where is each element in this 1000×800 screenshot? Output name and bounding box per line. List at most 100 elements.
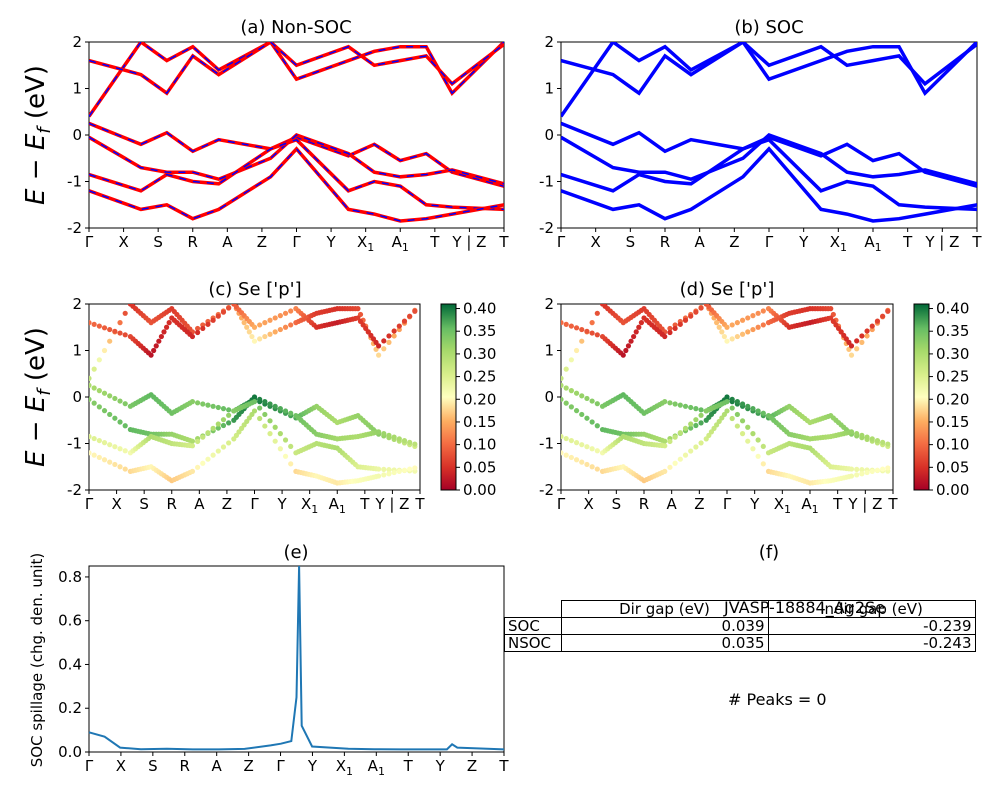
projection-point [210,403,216,409]
projection-point [880,439,886,445]
projection-point [716,324,722,330]
projection-point [584,461,590,468]
projection-point [158,333,165,340]
projection-point [662,438,668,444]
projection-point [277,313,283,319]
projection-point [267,331,273,337]
band-line-blue [89,122,504,187]
projection-point [226,412,232,418]
x-tick-label: Γ [85,757,94,775]
nsoc-dir-gap: 0.035 [560,634,769,652]
projection-point [594,466,600,472]
svg-text:E − Ef (eV): E − Ef (eV) [21,65,55,205]
projection-point [391,434,397,440]
projection-point [745,424,751,430]
projection-point [189,468,196,474]
projection-point [381,472,387,478]
projection-point [724,394,730,400]
projection-point [745,438,751,444]
projection-point [396,468,402,474]
x-tick-label: Y | Z [451,233,486,251]
col-dir-gap: Dir gap (eV) [560,600,769,618]
projection-point [568,357,574,363]
projection-point [117,330,123,336]
projection-point [288,443,294,450]
x-tick-label: Y | Z [847,495,882,513]
projection-point [272,315,278,321]
projection-point [677,321,683,327]
projection-point [885,465,891,471]
projection-point [579,338,585,344]
colorbar-tick-label: 0.05 [936,458,969,476]
projection-point [272,424,278,430]
projection-point [267,418,273,424]
projection-point [745,403,751,409]
projection-point [249,333,255,340]
colorbar-tick-label: 0.35 [463,322,496,340]
projection-point [288,461,294,467]
projection-point [386,467,392,473]
colorbar-tick-label: 0.00 [936,481,969,499]
projection-point [215,421,221,427]
projection-point [561,396,564,402]
panel-e: 0.0 0.2 0.4 0.6 0.8 Γ X S R A Z Γ Y X1 A1 T Y Z T [58,565,509,778]
projection-point [573,457,580,463]
x-tick-label: Γ [85,495,94,513]
x-tick-label: Γ [250,495,259,513]
projection-point [734,399,740,405]
projection-point [848,343,855,349]
x-tick-label: Y [798,233,809,251]
y-tick-label: 0.0 [58,743,82,761]
projection-point [724,408,730,414]
x-tick-label: Y [749,495,760,513]
projection-point [226,305,232,311]
projection-point [677,430,683,436]
x-tick-label: S [626,233,636,251]
projection-point [288,308,294,314]
x-tick-label: Γ [276,757,285,775]
x-tick-label: Y | Z [924,233,959,251]
projection-point [117,398,123,404]
projection-point [195,329,201,336]
y-tick-label: 2 [544,295,554,313]
projection-point [724,399,730,405]
projection-point [89,433,92,440]
projection-point [195,438,201,445]
projection-point [739,331,746,337]
projection-point [282,437,289,443]
projection-point [579,326,585,333]
projection-point [579,442,585,448]
x-tick-label: Y [325,233,336,251]
projection-point [89,375,92,381]
projection-point [262,320,268,326]
ylabel-mid: E − Ef (eV) [21,327,55,467]
x-tick-label: X [584,495,594,513]
projection-point [376,466,382,472]
nsoc-indir-gap: -0.243 [767,634,976,652]
projection-point [885,308,891,314]
projection-point [210,425,216,431]
y-tick-label: 0.4 [58,655,82,673]
projection-point [91,385,97,391]
projection-point [195,325,201,332]
band-line [561,146,977,223]
y-tick-label: 0 [72,388,82,406]
band-line [561,42,977,96]
spillage-line [88,565,505,751]
x-tick-label: Z [257,233,267,251]
projection-point [662,399,668,405]
y-tick-label: 1 [544,342,554,360]
projection-point [561,375,564,381]
projection-point [246,329,252,335]
projection-point [96,323,102,329]
projection-point [376,352,382,358]
y-tick-label: 2 [544,33,554,51]
projection-point [117,419,123,425]
projection-point [677,456,683,462]
x-tick-label: T [971,233,982,251]
projection-point [563,366,569,372]
projection-point [122,310,128,316]
projection-point [662,333,668,340]
x-tick-label: A1 [368,757,385,778]
x-tick-label: X [116,757,126,775]
